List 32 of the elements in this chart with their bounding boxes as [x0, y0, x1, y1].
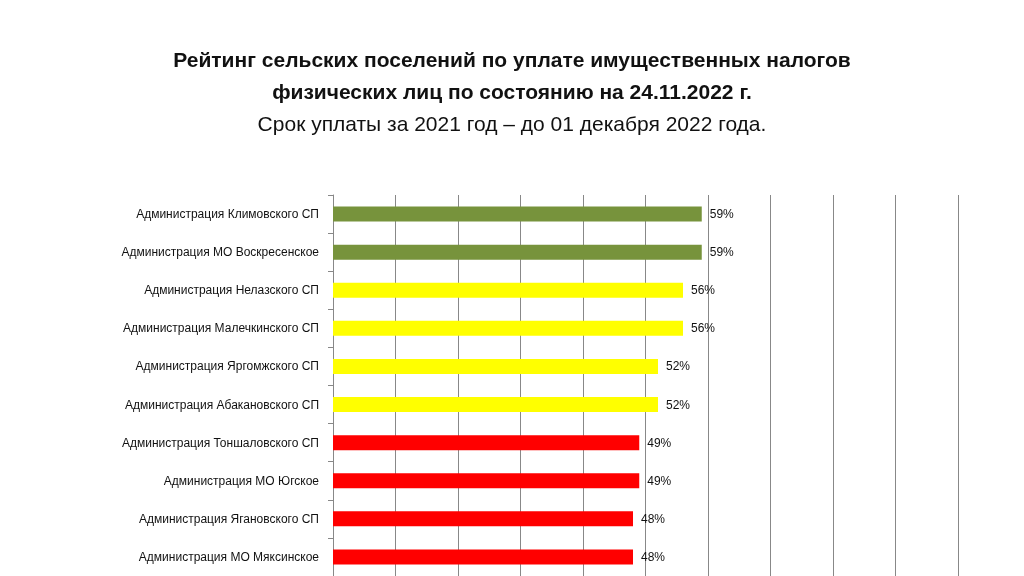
data-label: 52% — [666, 397, 691, 412]
bar — [333, 397, 658, 413]
y-tick-label: Администрация МО Югское — [163, 473, 320, 488]
bar — [333, 358, 658, 374]
y-tick-label: Администрация Малечкинского СП — [123, 321, 319, 336]
bar — [333, 435, 640, 451]
data-label: 48% — [641, 549, 666, 564]
bar — [333, 473, 640, 489]
bar — [333, 282, 683, 298]
data-label: 56% — [691, 283, 716, 298]
y-tick-label: Администрация Нелазского СП — [144, 283, 319, 298]
bar — [333, 549, 633, 565]
y-tick-label: Администрация Тоншаловского СП — [121, 435, 319, 450]
chart-subtitle: Срок уплаты за 2021 год – до 01 декабря 2022 года. — [256, 111, 768, 137]
data-label: 59% — [709, 245, 735, 260]
y-tick-label: Администрация Абакановского СП — [124, 397, 319, 412]
bar — [333, 320, 683, 336]
bar — [333, 511, 633, 527]
chart-title: Рейтинг сельских поселений по уплате имущественных налогов физических лиц по состоянию на 24.11.2022 г. — [172, 47, 852, 105]
data-label: 52% — [666, 359, 691, 374]
bar — [333, 206, 702, 222]
data-label: 49% — [647, 473, 672, 488]
y-tick-label: Администрация МО Воскресенское — [121, 245, 320, 260]
data-label: 59% — [709, 207, 735, 222]
data-label: 56% — [691, 321, 716, 336]
y-tick-label: Администрация Ягановского СП — [138, 511, 319, 526]
y-tick-label: Администрация МО Мяксинское — [138, 549, 320, 564]
y-tick-label: Администрация Яргомжского СП — [135, 359, 319, 374]
y-tick-label: Администрация Климовского СП — [136, 207, 319, 222]
bar — [333, 244, 702, 260]
data-label: 49% — [647, 435, 672, 450]
data-label: 48% — [641, 511, 666, 526]
